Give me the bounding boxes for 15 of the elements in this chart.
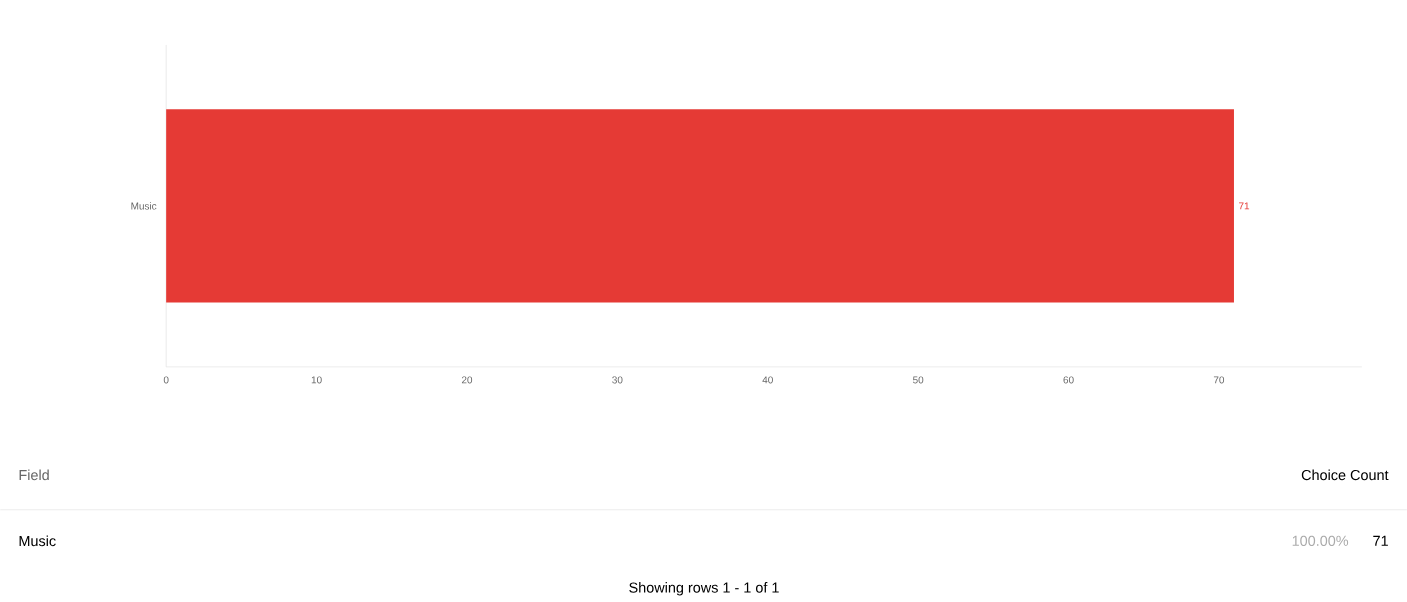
text: Field: [19, 469, 49, 481]
x-tick-label: 20: [461, 376, 473, 384]
text: Showing rows 1 - 1 of 1: [629, 582, 779, 596]
text: 71: [1373, 535, 1388, 546]
text: Choice Count: [1301, 469, 1389, 481]
x-tick-label: 30: [612, 376, 623, 384]
x-tick-label: 60: [1063, 376, 1074, 384]
text: Music: [19, 535, 56, 547]
data-label: 71: [1239, 202, 1250, 210]
text: 100.00%: [1292, 535, 1349, 547]
x-tick-label: 50: [913, 376, 924, 384]
x-tick-label: 70: [1213, 376, 1225, 384]
x-tick-label: 40: [762, 376, 773, 384]
x-tick-label: 0: [163, 376, 169, 384]
x-tick-label: 10: [311, 376, 322, 384]
